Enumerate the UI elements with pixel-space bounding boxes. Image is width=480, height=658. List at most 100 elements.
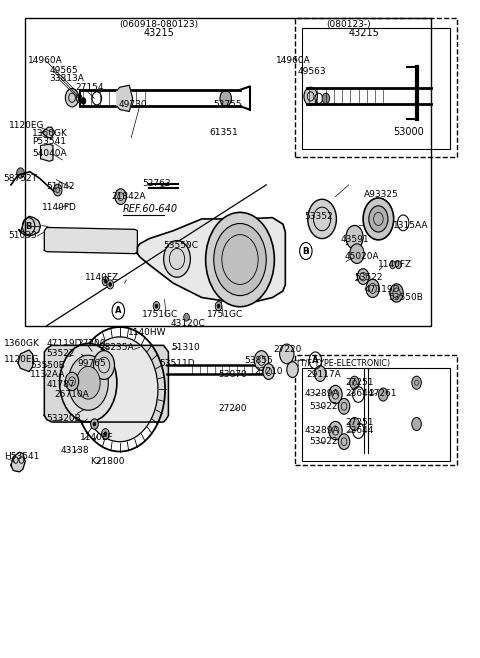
Bar	[295, 355, 457, 465]
Circle shape	[215, 301, 222, 311]
Circle shape	[76, 367, 100, 399]
Circle shape	[358, 268, 369, 284]
Text: A: A	[312, 356, 319, 365]
Text: 53022: 53022	[309, 402, 338, 411]
Text: 26710A: 26710A	[54, 390, 89, 399]
Text: 27251: 27251	[345, 418, 373, 426]
Text: 53022: 53022	[309, 437, 338, 446]
Circle shape	[363, 198, 394, 240]
Polygon shape	[44, 345, 168, 422]
Circle shape	[263, 364, 275, 380]
Circle shape	[205, 213, 275, 307]
Text: 61351: 61351	[209, 128, 238, 137]
Circle shape	[65, 89, 79, 107]
Text: 43215: 43215	[144, 28, 174, 38]
Circle shape	[109, 282, 112, 286]
Circle shape	[308, 199, 336, 239]
Circle shape	[217, 304, 220, 308]
Text: 21842A: 21842A	[111, 192, 145, 201]
Bar	[302, 28, 450, 149]
Text: 45020A: 45020A	[345, 253, 380, 261]
Circle shape	[91, 418, 98, 429]
Circle shape	[329, 386, 342, 404]
Text: 53320B: 53320B	[47, 415, 82, 423]
Text: 23644: 23644	[345, 426, 373, 435]
Text: 1140EF: 1140EF	[80, 432, 114, 442]
Text: (060918-080123): (060918-080123)	[120, 20, 198, 29]
Circle shape	[350, 417, 360, 430]
Text: 52755: 52755	[214, 100, 242, 109]
Circle shape	[115, 189, 126, 205]
Text: 53550B: 53550B	[30, 361, 65, 370]
Text: 1751GC: 1751GC	[142, 310, 179, 319]
Circle shape	[338, 434, 350, 449]
Text: 1132AA: 1132AA	[30, 370, 65, 380]
Circle shape	[65, 372, 79, 391]
Text: 43215: 43215	[348, 28, 380, 38]
Circle shape	[214, 224, 266, 295]
Text: 49565: 49565	[49, 66, 78, 75]
Text: 47119D: 47119D	[47, 339, 82, 348]
Text: 14960A: 14960A	[28, 56, 62, 65]
Text: 49730: 49730	[118, 100, 147, 109]
Text: 1751GC: 1751GC	[206, 310, 243, 319]
Circle shape	[81, 97, 86, 104]
Polygon shape	[117, 86, 132, 111]
Circle shape	[184, 313, 190, 321]
Circle shape	[396, 261, 401, 268]
Text: A: A	[115, 306, 121, 315]
Circle shape	[378, 388, 388, 401]
Circle shape	[322, 93, 330, 103]
Text: 43289A: 43289A	[304, 389, 339, 397]
Polygon shape	[18, 350, 34, 372]
Text: 23644: 23644	[345, 389, 373, 397]
Circle shape	[107, 280, 114, 289]
Text: 43120C: 43120C	[171, 319, 205, 328]
Circle shape	[254, 351, 269, 370]
Text: (080123-): (080123-)	[326, 20, 371, 29]
Circle shape	[314, 366, 326, 382]
Circle shape	[390, 284, 403, 302]
Circle shape	[102, 276, 109, 286]
Text: 54040A: 54040A	[33, 149, 67, 158]
Text: 27200: 27200	[218, 405, 247, 413]
Text: 29117A: 29117A	[307, 370, 342, 380]
Circle shape	[412, 417, 421, 430]
Text: 33813A: 33813A	[49, 74, 84, 83]
Text: (T/F TYPE-ELECTRONIC): (T/F TYPE-ELECTRONIC)	[297, 359, 390, 368]
Text: P53541: P53541	[33, 137, 66, 146]
Text: 53000: 53000	[393, 128, 423, 138]
Polygon shape	[19, 216, 40, 236]
Circle shape	[155, 304, 158, 308]
Circle shape	[82, 337, 158, 442]
Text: 27251: 27251	[345, 378, 373, 387]
Circle shape	[366, 279, 379, 297]
Text: 53522: 53522	[355, 273, 383, 282]
Polygon shape	[137, 218, 285, 304]
Circle shape	[153, 301, 160, 311]
Circle shape	[350, 244, 364, 263]
Text: 43138: 43138	[61, 445, 90, 455]
Text: 47119D: 47119D	[364, 285, 399, 294]
Circle shape	[104, 432, 107, 436]
Text: 53352: 53352	[304, 212, 333, 221]
Text: 27200: 27200	[78, 339, 106, 348]
Text: K21800: K21800	[90, 457, 124, 466]
Text: 41787: 41787	[47, 380, 75, 389]
Text: 1120EG: 1120EG	[4, 355, 39, 364]
Text: 1140FZ: 1140FZ	[85, 273, 119, 282]
Circle shape	[350, 376, 360, 390]
Bar	[295, 18, 457, 157]
Text: 99765: 99765	[78, 359, 107, 368]
Text: 53522: 53522	[47, 349, 75, 359]
Circle shape	[287, 362, 298, 378]
Circle shape	[94, 351, 115, 380]
Text: 49563: 49563	[297, 67, 326, 76]
Circle shape	[104, 279, 107, 283]
Circle shape	[17, 168, 24, 178]
Polygon shape	[11, 452, 25, 472]
Text: 53550C: 53550C	[164, 241, 199, 249]
Text: 27261: 27261	[369, 389, 397, 397]
Text: 51042: 51042	[47, 182, 75, 191]
Text: 28235A: 28235A	[99, 343, 134, 352]
